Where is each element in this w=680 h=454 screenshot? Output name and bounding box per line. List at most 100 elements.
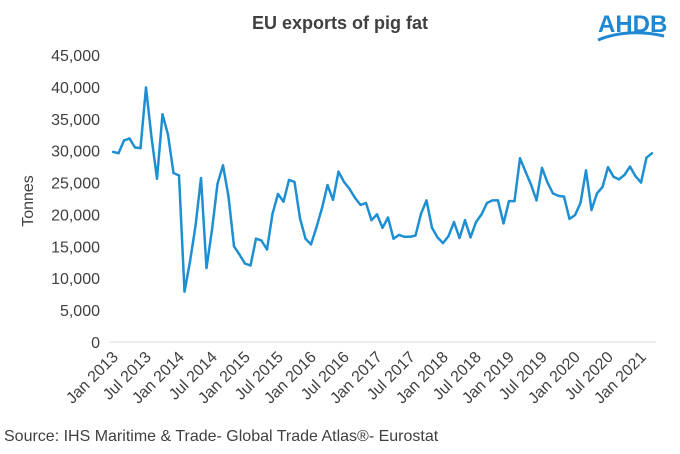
data-point — [221, 164, 225, 167]
logo-swoosh-icon — [597, 31, 665, 42]
y-tick-label: 30,000 — [51, 144, 100, 161]
data-point — [502, 222, 505, 225]
data-point — [529, 183, 533, 186]
data-point — [628, 165, 632, 168]
data-point — [392, 237, 395, 240]
data-point — [326, 183, 329, 187]
data-point — [287, 178, 291, 182]
data-point — [557, 194, 560, 198]
data-point — [315, 226, 318, 229]
data-point — [645, 156, 648, 159]
data-point — [155, 177, 159, 180]
data-point — [337, 170, 340, 173]
data-point — [282, 200, 285, 203]
data-point — [298, 217, 302, 220]
data-point — [216, 182, 219, 185]
data-point — [364, 201, 368, 205]
data-point — [496, 199, 500, 202]
chart-title: EU exports of pig fat — [252, 13, 428, 33]
data-point — [150, 136, 153, 139]
data-point — [623, 173, 626, 177]
source-note: Source: IHS Maritime & Trade- Global Tra… — [4, 428, 439, 445]
data-point — [573, 213, 577, 217]
data-point — [414, 234, 417, 237]
data-point — [249, 264, 252, 267]
data-point — [540, 166, 544, 170]
data-point — [205, 266, 208, 270]
data-point — [650, 152, 654, 155]
ahdb-logo: AHDB — [597, 11, 667, 42]
data-point — [430, 226, 434, 229]
data-point — [447, 234, 450, 238]
data-point — [491, 199, 494, 202]
data-point — [601, 185, 604, 189]
data-point — [535, 199, 538, 202]
data-point — [161, 113, 164, 116]
series-line — [112, 86, 653, 293]
data-point — [122, 139, 126, 142]
y-tick-label: 10,000 — [51, 271, 100, 288]
data-point — [238, 253, 241, 256]
data-point — [595, 192, 599, 195]
data-point — [188, 260, 192, 263]
data-point — [419, 212, 423, 215]
data-point — [590, 208, 593, 212]
data-point — [309, 243, 313, 246]
data-point — [183, 290, 186, 293]
y-tick-label: 35,000 — [51, 112, 100, 129]
data-point — [474, 220, 478, 224]
data-point — [551, 192, 555, 195]
data-point — [562, 195, 566, 198]
data-point — [276, 192, 280, 196]
data-point — [634, 175, 637, 178]
data-point — [227, 195, 230, 198]
data-point — [425, 199, 428, 202]
data-point — [111, 150, 115, 154]
data-point — [271, 212, 274, 215]
data-point — [265, 248, 269, 251]
data-point — [546, 181, 549, 184]
data-point — [441, 241, 445, 245]
data-points — [111, 86, 654, 293]
data-point — [304, 237, 307, 240]
data-point — [254, 237, 258, 240]
data-point — [408, 235, 412, 238]
data-point — [359, 203, 362, 207]
data-point — [386, 216, 390, 219]
data-point — [370, 219, 373, 222]
data-point — [139, 146, 142, 150]
data-point — [133, 146, 137, 149]
data-point — [485, 201, 489, 205]
data-point — [469, 236, 472, 239]
data-point — [232, 245, 236, 248]
y-axis: 0 5,000 10,000 15,000 20,000 25,000 30,000 35,0… — [51, 48, 100, 352]
data-point — [617, 178, 621, 181]
data-point — [172, 171, 175, 175]
data-point — [403, 235, 406, 238]
data-point — [381, 226, 384, 229]
data-point — [397, 233, 401, 237]
y-tick-label: 45,000 — [51, 48, 100, 65]
y-axis-label: Tonnes — [20, 175, 37, 227]
data-point — [463, 219, 467, 222]
data-point — [293, 180, 296, 184]
y-tick-label: 5,000 — [60, 303, 100, 320]
data-point — [243, 262, 247, 265]
data-point — [639, 181, 643, 184]
data-point — [568, 217, 571, 221]
data-point — [348, 187, 351, 191]
data-point — [128, 137, 131, 140]
data-point — [518, 157, 522, 160]
y-tick-label: 40,000 — [51, 80, 100, 97]
y-tick-label: 0 — [91, 335, 100, 352]
data-point — [513, 199, 516, 203]
data-point — [144, 86, 148, 89]
data-point — [612, 175, 615, 178]
data-point — [436, 236, 439, 239]
data-point — [524, 170, 527, 173]
data-point — [194, 224, 197, 228]
data-point — [331, 198, 335, 201]
data-point — [320, 206, 324, 210]
